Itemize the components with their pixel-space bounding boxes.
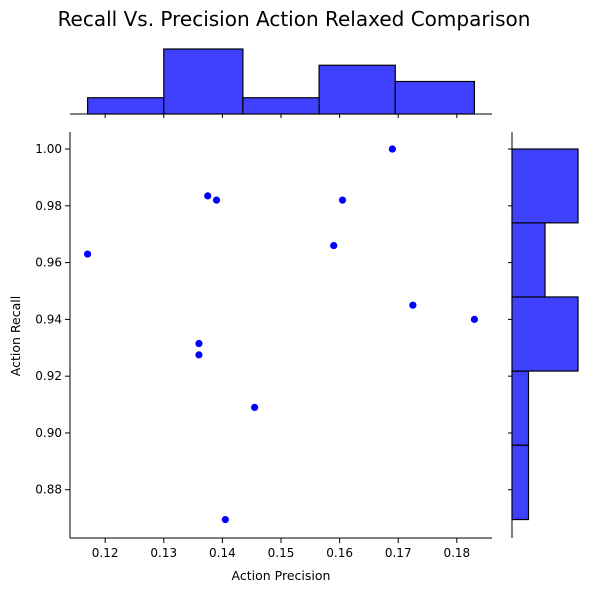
- y-tick-label: 0.98: [35, 199, 62, 213]
- scatter-point: [388, 145, 396, 153]
- y-tick-label: 0.90: [35, 426, 62, 440]
- scatter-points: [83, 145, 479, 524]
- marginal-y-bar: [511, 444, 530, 521]
- chart-title: Recall Vs. Precision Action Relaxed Comp…: [58, 7, 531, 31]
- marginal-y-bar: [511, 370, 530, 446]
- y-tick-label: 0.88: [35, 483, 62, 497]
- scatter-point: [204, 192, 212, 200]
- scatter-point: [195, 351, 203, 359]
- x-tick-label: 0.16: [326, 546, 353, 560]
- scatter-point: [330, 241, 338, 250]
- marginal-y-histogram: [508, 132, 579, 538]
- marginal-x-bar: [163, 48, 244, 115]
- x-tick-label: 0.15: [268, 546, 295, 560]
- marginal-y-bar: [511, 148, 579, 224]
- marginal-x-bar: [86, 97, 165, 115]
- scatter-point: [470, 315, 479, 323]
- x-axis-label: Action Precision: [232, 568, 331, 583]
- scatter-axes: 0.12 0.13 0.14 0.15 0.16 0.17 0.18 0.88 0.90 0.92…: [35, 132, 492, 560]
- marginal-x-bar: [394, 80, 476, 115]
- x-tick-label: 0.13: [150, 546, 177, 560]
- marginal-x-bar: [318, 64, 396, 115]
- scatter-point: [83, 250, 92, 258]
- scatter-point: [409, 301, 417, 309]
- scatter-point: [221, 515, 229, 524]
- y-tick-label: 0.94: [35, 312, 62, 326]
- y-tick-label: 0.96: [35, 256, 62, 270]
- scatter-point: [212, 196, 221, 204]
- y-tick-label: 1.00: [35, 142, 62, 156]
- x-tick-label: 0.18: [443, 546, 470, 560]
- marginal-x-bar: [242, 97, 320, 115]
- marginal-y-bar: [511, 296, 579, 372]
- scatter-point: [195, 339, 203, 348]
- scatter-point: [251, 403, 259, 411]
- marginal-y-bar: [511, 222, 546, 298]
- y-tick-label: 0.92: [35, 369, 62, 383]
- x-tick-label: 0.12: [92, 546, 119, 560]
- scatter-point: [338, 196, 347, 204]
- x-tick-label: 0.17: [385, 546, 412, 560]
- y-axis-label: Action Recall: [8, 296, 23, 376]
- marginal-x-histogram: [70, 48, 492, 118]
- x-tick-label: 0.14: [209, 546, 236, 560]
